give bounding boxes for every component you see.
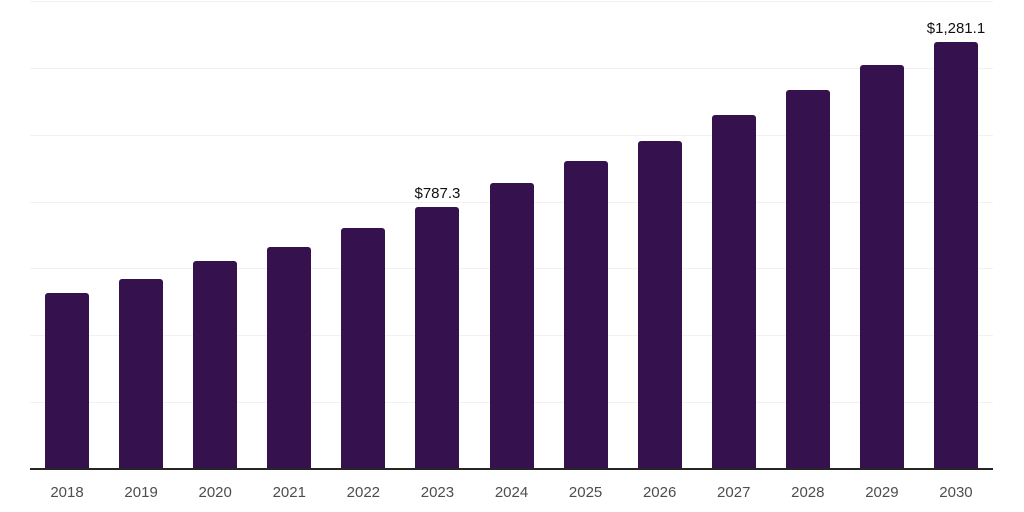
- bar-2019: [119, 279, 164, 470]
- x-axis-tick-label-2021: 2021: [272, 484, 306, 501]
- bar-slot-2019: [104, 0, 178, 470]
- x-axis-tick-label-2023: 2023: [420, 484, 455, 501]
- bar-slot-2018: [30, 0, 104, 470]
- bar-2023: $787.3: [414, 186, 460, 470]
- gridline-1200: [30, 67, 993, 69]
- x-axis-tick-label-2024: 2024: [494, 484, 529, 501]
- bar-slot-2020: [178, 0, 252, 470]
- x-axis-tick-label-2019: 2019: [124, 484, 158, 501]
- bar-slot-2025: [549, 0, 623, 470]
- bar-slot-2026: [623, 0, 697, 470]
- x-axis-tick-label-2018: 2018: [50, 484, 84, 501]
- bar-2018: [45, 293, 90, 470]
- gridline-1000: [30, 134, 993, 136]
- x-axis-tick-label-2026: 2026: [642, 484, 677, 501]
- plot-area: $787.3 $1,281.1: [30, 0, 993, 470]
- bar-slot-2027: [697, 0, 771, 470]
- bar-2028: [785, 89, 830, 470]
- x-axis-tick-label-2029: 2029: [865, 484, 899, 501]
- x-axis-line: [30, 468, 993, 470]
- bar-slot-2030: $1,281.1: [919, 0, 993, 470]
- bar-slot-2028: [771, 0, 845, 470]
- x-axis-tick-label-2020: 2020: [198, 484, 232, 501]
- bar-2029: [859, 65, 904, 470]
- bar-slot-2022: [326, 0, 400, 470]
- x-axis-tick-label-2030: 2030: [939, 484, 973, 501]
- bar-2026: [637, 140, 682, 470]
- bar-slot-2024: [474, 0, 548, 470]
- x-axis-tick-label-2028: 2028: [791, 484, 825, 501]
- x-axis-tick-label-2027: 2027: [717, 484, 751, 501]
- bar-2030: $1,281.1: [927, 21, 985, 470]
- bar-2024: [489, 182, 534, 470]
- bar-slot-2029: [845, 0, 919, 470]
- bar-2027: [711, 114, 756, 470]
- bars-container: $787.3 $1,281.1: [30, 0, 993, 470]
- bar-2025: [563, 161, 608, 470]
- x-axis-tick-label-2025: 2025: [568, 484, 603, 501]
- bar-slot-2021: [252, 0, 326, 470]
- gridline-1400: [30, 1, 993, 2]
- bar-2022: [341, 228, 386, 470]
- x-axis-tick-label-2022: 2022: [346, 484, 381, 501]
- bar-value-label-2030: $1,281.1: [926, 19, 986, 37]
- bar-slot-2023: $787.3: [400, 0, 474, 470]
- bar-value-label-2023: $787.3: [414, 184, 461, 202]
- bar-2021: [267, 246, 312, 470]
- x-axis: 2018 2019 2020 2021 2022 2023 2024 2025 2026 2027…: [30, 470, 993, 500]
- bar-2020: [193, 261, 238, 470]
